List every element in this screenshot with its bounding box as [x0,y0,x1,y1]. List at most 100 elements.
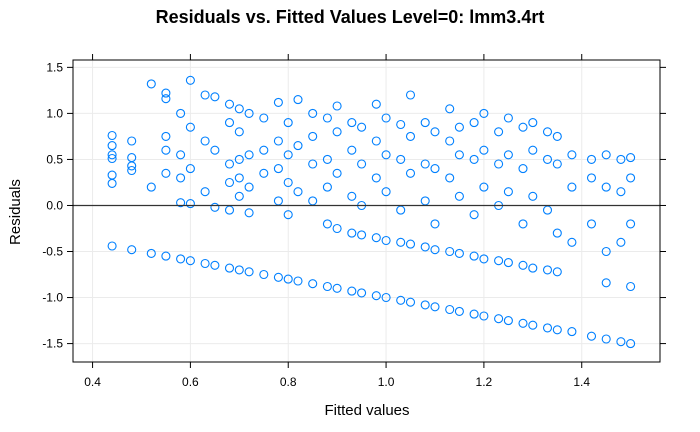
data-point [244,108,254,118]
data-point [567,182,577,192]
data-point [405,131,416,141]
data-point [107,153,117,164]
data-point [224,205,235,215]
data-point [224,99,235,109]
data-point [552,159,562,169]
plot-panel [72,59,661,363]
data-point [626,281,636,292]
data-point [210,92,220,102]
data-point [626,339,636,349]
data-point [332,168,342,178]
x-tick-label: 1.4 [573,375,590,389]
data-point [430,164,440,174]
data-point [210,145,220,155]
data-point [210,202,220,212]
data-point [210,260,220,270]
data-point [259,113,269,123]
data-point [479,254,489,264]
data-point [469,251,479,261]
data-point [107,130,117,141]
data-point [127,136,137,146]
data-point [503,187,513,197]
y-axis-ticks: -1.5 -1.0 -0.5 0.0 0.5 1.0 1.5 [42,60,666,351]
data-point [454,248,464,258]
x-tick-label: 1.2 [476,375,493,389]
data-point [283,210,293,220]
data-point [396,119,406,130]
data-point [200,90,210,100]
data-point [494,314,504,324]
data-point [405,297,416,307]
data-point [542,205,553,215]
data-point [308,279,318,289]
x-axis-label: Fitted values [324,402,409,419]
data-point [420,196,430,206]
data-point [396,237,406,247]
data-point [371,99,381,109]
data-point [161,168,171,178]
data-point [176,173,186,183]
data-point [185,199,195,209]
data-point [518,219,528,229]
data-point [357,159,367,169]
data-point [332,223,342,234]
data-point [308,159,318,169]
data-point [273,272,283,282]
chart-title: Residuals vs. Fitted Values Level=0: lmm… [156,7,545,27]
data-point [552,267,562,277]
data-point [454,150,464,160]
data-point [616,187,626,197]
data-point [332,101,342,111]
data-point [542,154,553,164]
data-point [107,178,117,188]
y-tick-label: -1.5 [42,337,63,351]
data-point [371,291,381,301]
data-point [469,118,479,128]
data-point [107,141,117,151]
data-point [161,88,171,98]
data-point [381,235,391,246]
data-point [224,118,235,128]
data-point [420,159,430,169]
data-point [552,325,562,335]
data-point [234,104,244,114]
data-point [503,316,513,326]
data-point [107,241,117,251]
data-point [161,251,171,261]
grid [73,60,660,362]
data-point [107,170,117,180]
data-point [224,159,235,169]
data-point [283,118,293,128]
data-point [185,164,195,174]
y-tick-label: 1.5 [46,60,63,74]
data-point [357,230,367,240]
data-point [308,196,318,206]
data-point [567,150,577,160]
data-point [405,239,416,249]
data-point [503,258,513,268]
data-point [127,165,137,176]
data-point [586,219,597,229]
data-point [542,127,553,137]
data-point [224,177,235,188]
data-point [430,302,440,312]
data-point [454,122,464,132]
y-tick-label: 0.5 [46,152,63,166]
x-axis-ticks: 0.4 0.6 0.8 1.0 1.2 1.4 [84,54,590,389]
data-point [176,254,186,264]
data-point [469,309,479,319]
data-point [601,246,611,257]
data-point [381,113,391,123]
data-point [381,292,391,303]
data-point [176,150,186,160]
data-point [293,95,303,105]
y-tick-label: -0.5 [42,245,63,259]
data-point [445,136,455,146]
data-point [185,122,195,132]
data-point [293,141,303,151]
data-point [200,187,210,197]
data-point [371,173,381,183]
data-point [161,94,171,104]
data-point [626,173,636,183]
